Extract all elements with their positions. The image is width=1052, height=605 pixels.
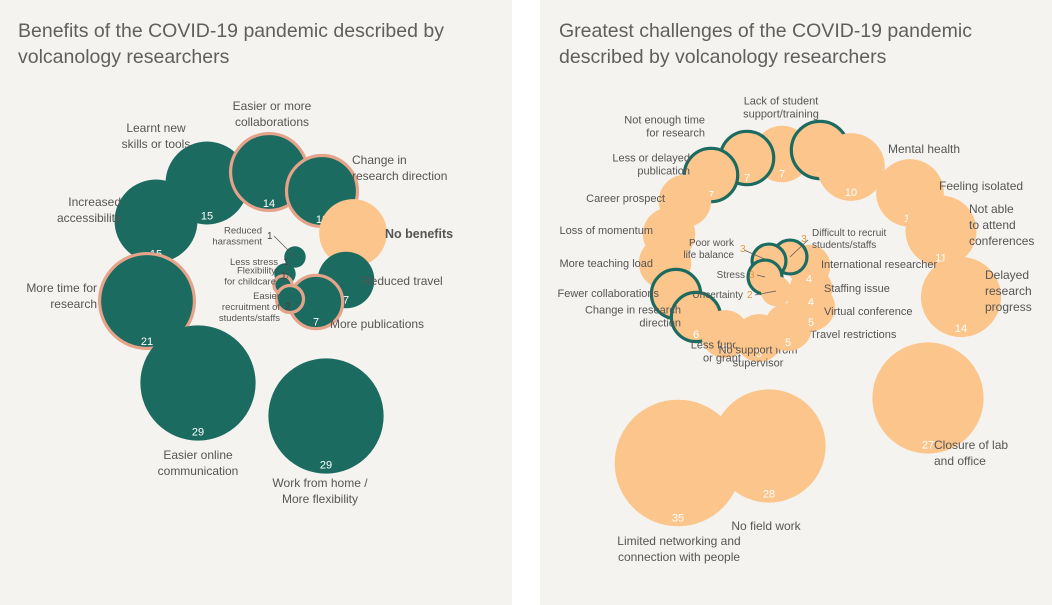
- staffing-issue-value: 4: [808, 296, 814, 308]
- limited-networking-and-connection-with-people-value: 35: [672, 512, 684, 524]
- stress-value: 3: [749, 270, 755, 281]
- closure-of-lab-and-office-label: Closure of lab and office: [934, 438, 1008, 468]
- closure-of-lab-and-office-bubble: [872, 342, 984, 454]
- reduced-harassment-value: 1: [267, 231, 273, 242]
- uncertainty-label: Uncertainty: [692, 290, 743, 301]
- stress-label: Stress: [717, 270, 745, 281]
- not-enough-time-for-research-label: Not enough time for research: [624, 115, 705, 140]
- benefit-item-increased-accessibility: 15Increasedaccessibility: [57, 179, 198, 263]
- benefit-item-more-time-for-research: 21 More time for research: [26, 251, 197, 351]
- benefit-item-more-publications: 7 More publications: [287, 273, 424, 331]
- virtual-conference-label: Virtual conference: [824, 306, 912, 318]
- no-field-work-value: 28: [763, 489, 775, 501]
- challenges-chart-title: Greatest challenges of the COVID-19 pand…: [559, 20, 972, 68]
- work-from-home-more-flexibility-bubble: [268, 358, 384, 474]
- challenge-item-delayed-research-progress: 14 Delayed research progress: [920, 256, 1032, 338]
- work-from-home-more-flexibility-value: 29: [320, 460, 332, 472]
- delayed-research-progress-value: 14: [955, 323, 967, 335]
- loss-of-momentum-label: Loss of momentum: [559, 225, 653, 237]
- benefit-item-easier-recruitment-of-students-staffs: 2 Easier recruitment of students/staffs: [219, 283, 306, 324]
- mental-health-label: Mental health: [888, 142, 960, 156]
- mental-health-value: 10: [845, 187, 857, 199]
- reduced-travel-value: 7: [343, 294, 349, 306]
- change-in-research-direction-label: Change in research direction: [585, 305, 681, 330]
- difficult-to-recruit-students-staffs-value: 3: [801, 234, 807, 245]
- poor-work-life-balance-label: Poor work life balance: [683, 238, 735, 261]
- reduced-harassment-label: Reduced harassment: [212, 226, 262, 248]
- delayed-research-progress-label: Delayed research progress: [985, 268, 1032, 314]
- flexibility-for-childcare-value: 1: [281, 271, 287, 282]
- not-able-to-attend-conferences-bubble: [905, 195, 977, 267]
- difficult-to-recruit-students-staffs-label: Difficult to recruit students/staffs: [812, 228, 887, 251]
- uncertainty-value: 2: [747, 290, 753, 301]
- easier-recruitment-of-students-staffs-value: 2: [285, 302, 291, 313]
- poor-work-life-balance-value: 3: [740, 244, 746, 255]
- less-or-delayed-publication-value: 7: [708, 189, 714, 201]
- challenge-item-limited-networking-and-connection-with-people: 35 Limited networking and connection with …: [614, 399, 742, 564]
- lack-of-student-support-training-value: 7: [779, 168, 785, 180]
- benefit-item-work-from-home-more-flexibility: 29 Work from home / More flexibility: [268, 358, 384, 506]
- more-time-for-research-bubble: [97, 251, 197, 351]
- increased-accessibility-label: Increased accessibility: [57, 195, 121, 225]
- no-benefits-bubble: [319, 199, 387, 267]
- no-benefits-label: No benefits: [385, 227, 453, 241]
- work-from-home-more-flexibility-label: Work from home / More flexibility: [272, 476, 368, 506]
- challenge-item-no-field-work: 28 No field work: [712, 389, 826, 533]
- more-publications-value: 7: [313, 316, 319, 328]
- limited-networking-and-connection-with-people-bubble: [614, 399, 742, 527]
- no-support-from-supervisor-value: 5: [756, 348, 762, 360]
- easier-or-more-collaborations-label: Easier or more collaborations: [233, 99, 312, 129]
- benefits-chart-title: Benefits of the COVID-19 pandemic descri…: [18, 20, 444, 68]
- change-in-research-direction-value: 6: [693, 329, 699, 341]
- easier-online-communication-value: 29: [192, 427, 204, 439]
- not-able-to-attend-conferences-value: 11: [935, 252, 946, 264]
- more-time-for-research-value: 21: [141, 336, 153, 348]
- less-stress-label: Less stress: [230, 257, 278, 268]
- lack-of-student-support-training-label: Lack of student support/training: [743, 96, 819, 121]
- feeling-isolated-label: Feeling isolated: [939, 179, 1023, 193]
- challenge-item-not-able-to-attend-conferences: 11 Not able to attend conferences: [905, 195, 1034, 267]
- learnt-new-skills-or-tools-label: Learnt new skills or tools: [122, 121, 191, 151]
- benefits-panel: Benefits of the COVID-19 pandemic descri…: [0, 0, 512, 605]
- mental-health-bubble: [817, 133, 885, 201]
- learnt-new-skills-or-tools-value: 15: [201, 210, 213, 222]
- benefit-item-easier-online-communication: 29 Easier online communication: [140, 325, 256, 478]
- increased-accessibility-bubble: [114, 179, 198, 263]
- flexibility-for-childcare-label: Flexibility for childcare: [224, 266, 276, 288]
- delayed-research-progress-bubble: [920, 256, 1002, 338]
- virtual-conference-value: 5: [808, 317, 814, 329]
- no-field-work-bubble: [712, 389, 826, 503]
- more-publications-label: More publications: [330, 317, 424, 331]
- career-prospect-label: Career prospect: [586, 193, 665, 205]
- challenge-item-mental-health: 10 Mental health: [817, 133, 960, 201]
- easier-recruitment-of-students-staffs-label: Easier recruitment of students/staffs: [219, 291, 280, 324]
- easier-online-communication-label: Easier online communication: [158, 448, 239, 478]
- less-stress-value: 1: [283, 257, 289, 268]
- not-able-to-attend-conferences-label: Not able to attend conferences: [969, 202, 1034, 248]
- fewer-collaborations-label: Fewer collaborations: [558, 288, 660, 300]
- closure-of-lab-and-office-value: 27: [922, 440, 934, 452]
- change-in-research-direction-label: Change in research direction: [352, 153, 447, 183]
- more-time-for-research-label: More time for research: [26, 281, 97, 311]
- challenge-item-closure-of-lab-and-office: 27 Closure of lab and office: [872, 342, 1008, 468]
- no-field-work-label: No field work: [731, 519, 801, 533]
- international-researcher-label: International researcher: [821, 259, 938, 271]
- travel-restrictions-label: Travel restrictions: [810, 329, 897, 341]
- travel-restrictions-value: 5: [785, 337, 791, 349]
- more-teaching-load-label: More teaching load: [559, 258, 653, 270]
- staffing-issue-label: Staffing issue: [824, 283, 890, 295]
- international-researcher-value: 4: [806, 273, 812, 285]
- easier-or-more-collaborations-value: 14: [263, 198, 275, 210]
- benefits-bubble-chart: 15 Learnt new skills or tools 14 Easier or m…: [26, 99, 453, 506]
- easier-online-communication-bubble: [140, 325, 256, 441]
- limited-networking-and-connection-with-people-label: Limited networking and connection with pe…: [617, 534, 740, 564]
- not-enough-time-for-research-value: 7: [744, 172, 750, 184]
- challenge-item-less-or-delayed-publication: 7 Less or delayed publication: [612, 146, 740, 204]
- challenge-item-uncertainty: 2 Uncertainty: [692, 275, 792, 307]
- less-funding-or-grant-value: 5: [722, 344, 728, 356]
- challenges-panel: Greatest challenges of the COVID-19 pand…: [540, 0, 1052, 605]
- reduced-travel-label: Reduced travel: [362, 274, 443, 288]
- less-or-delayed-publication-label: Less or delayed publication: [612, 153, 690, 178]
